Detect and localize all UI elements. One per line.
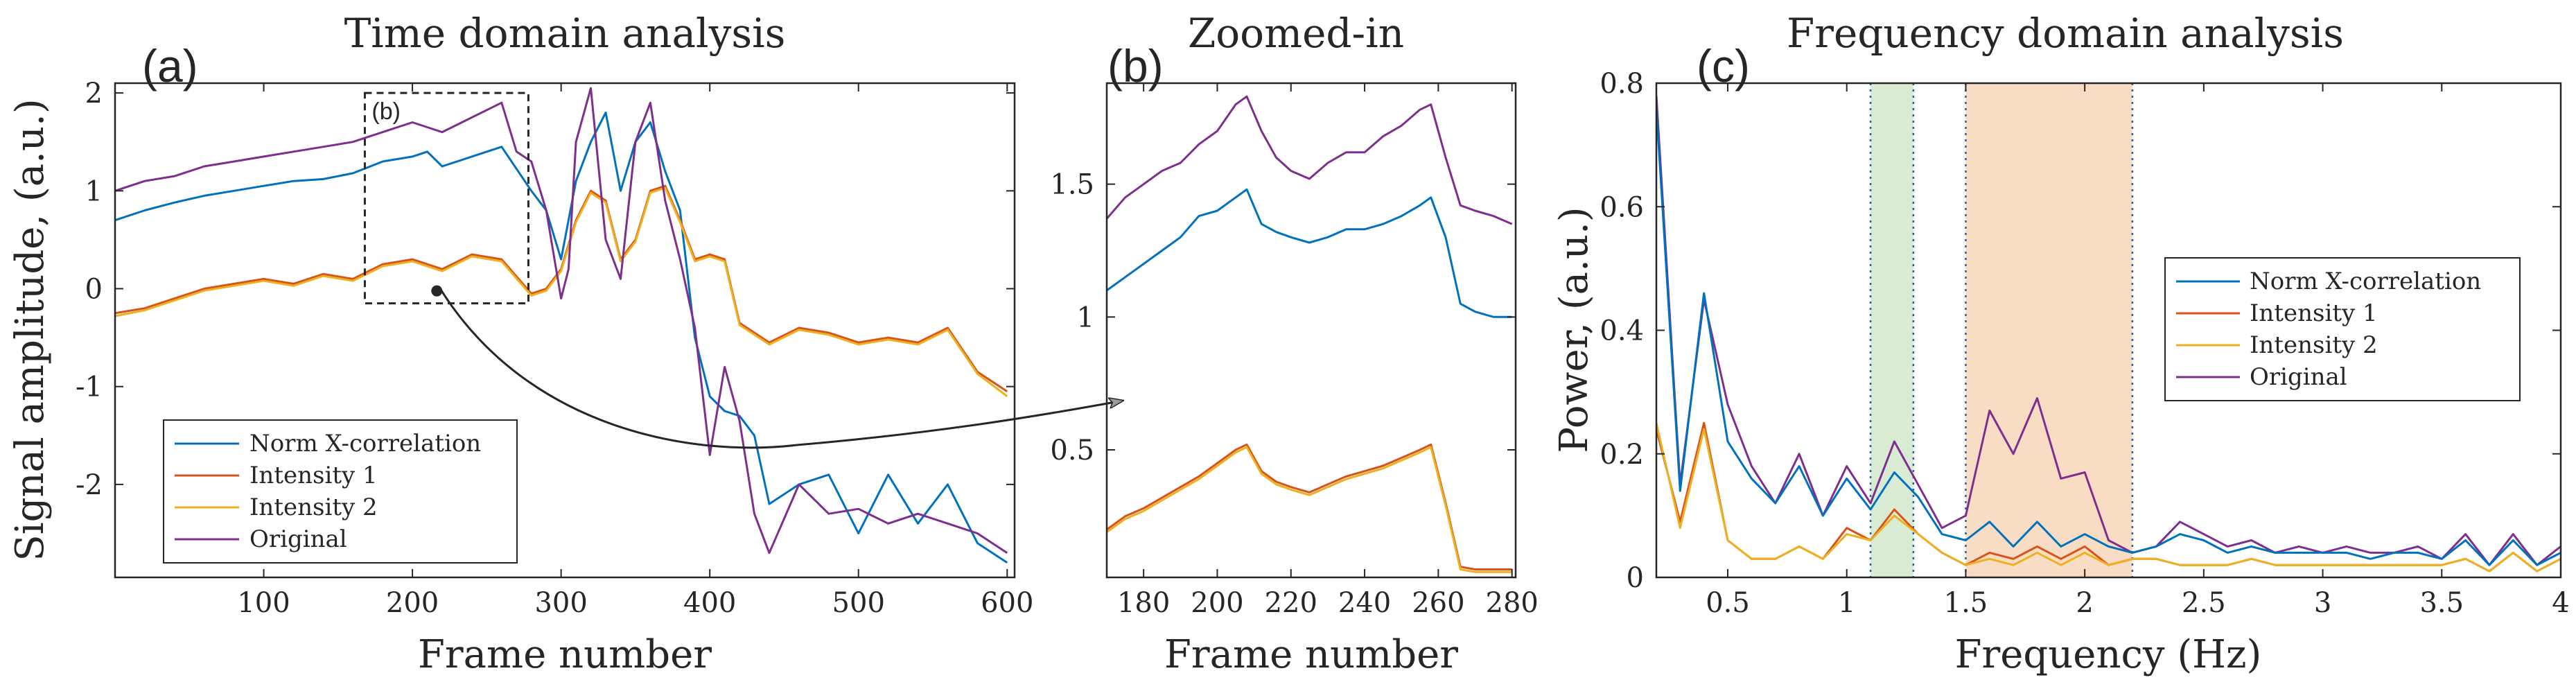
panel-c: (c) Frequency domain analysis 0.5 1 1.5 2 2.… xyxy=(1552,10,2570,677)
panel-b: (b) Zoomed-in 180 200 220 240 260 280 0.511.5… xyxy=(1050,10,1538,677)
xtick-label-a-5: 600 xyxy=(981,587,1033,619)
legend-a-label-2: Intensity 2 xyxy=(249,494,378,521)
panel-a-title: Time domain analysis xyxy=(344,10,786,57)
xtick-label-b-4: 260 xyxy=(1412,587,1464,619)
panel-a-ylabel: Signal amplitude, (a.u.) xyxy=(8,98,53,561)
xtick-label-b-2: 220 xyxy=(1265,587,1317,619)
ytick-label-c-4: 0.8 xyxy=(1600,68,1644,100)
xtick-label-a-4: 500 xyxy=(832,587,885,619)
ytick-label-a-2: 0 xyxy=(85,273,103,305)
series-c-norm-x-correlation xyxy=(1656,107,2561,566)
ytick-label-a-3: 1 xyxy=(85,175,103,207)
panel-c-xlabel: Frequency (Hz) xyxy=(1955,632,2262,677)
xtick-label-c-3: 2 xyxy=(2076,587,2093,619)
zoom-box-label: (b) xyxy=(371,98,401,125)
xtick-label-b-5: 280 xyxy=(1486,587,1539,619)
xtick-label-c-4: 2.5 xyxy=(2182,587,2226,619)
panel-b-axes xyxy=(1105,82,1517,579)
series-b-original xyxy=(1107,95,1513,225)
xtick-label-c-1: 1 xyxy=(1838,587,1855,619)
series-b-intensity-1 xyxy=(1107,443,1512,570)
xtick-label-b-3: 240 xyxy=(1338,587,1391,619)
series-c-original xyxy=(1656,95,2561,566)
xtick-label-c-0: 0.5 xyxy=(1706,587,1750,619)
panel-b-xlabel: Frame number xyxy=(1164,632,1458,677)
ytick-label-b-0: 0.5 xyxy=(1050,435,1094,466)
zoom-box: (b) xyxy=(363,91,529,305)
ytick-label-b-1: 1 xyxy=(1077,302,1094,333)
series-a-intensity-1 xyxy=(115,184,1008,392)
xtick-label-a-0: 100 xyxy=(237,587,290,619)
series-c-intensity-2 xyxy=(1656,422,2561,573)
xtick-label-b-1: 200 xyxy=(1191,587,1243,619)
xtick-label-c-2: 1.5 xyxy=(1944,587,1988,619)
panel-c-legend: Norm X-correlation Intensity 1 Intensity… xyxy=(2164,257,2521,401)
ytick-label-c-1: 0.2 xyxy=(1600,439,1644,471)
panel-c-title: Frequency domain analysis xyxy=(1787,10,2344,57)
legend-a-label-1: Intensity 1 xyxy=(249,462,378,489)
legend-c-label-2: Intensity 2 xyxy=(2250,331,2378,359)
ytick-label-a-1: -1 xyxy=(76,372,103,403)
panel-a-axes xyxy=(114,82,1016,579)
legend-c-label-1: Intensity 1 xyxy=(2250,299,2378,327)
ytick-label-c-2: 0.4 xyxy=(1600,315,1644,347)
series-b-norm-x-correlation xyxy=(1107,188,1512,318)
panel-a: (a) Time domain analysis 100 200 300 400 500… xyxy=(8,10,1033,677)
series-b-intensity-2 xyxy=(1107,446,1512,573)
legend-a-label-0: Norm X-correlation xyxy=(249,430,481,457)
xtick-label-a-2: 300 xyxy=(534,587,587,619)
legend-c-label-0: Norm X-correlation xyxy=(2250,268,2481,295)
ytick-label-a-4: 2 xyxy=(85,78,103,110)
panel-c-ylabel: Power, (a.u.) xyxy=(1552,207,1597,453)
band-0 xyxy=(1870,83,1913,577)
xtick-label-c-7: 4 xyxy=(2552,587,2569,619)
series-a-norm-x-correlation xyxy=(115,111,1008,564)
band-1 xyxy=(1965,83,2132,577)
legend-c-label-3: Original xyxy=(2250,363,2347,391)
xtick-label-b-0: 180 xyxy=(1117,587,1170,619)
xtick-label-c-5: 3 xyxy=(2314,587,2331,619)
zoom-arrow xyxy=(437,286,1123,449)
xtick-label-c-6: 3.5 xyxy=(2419,587,2464,619)
xtick-label-a-1: 200 xyxy=(386,587,439,619)
panel-a-xlabel: Frame number xyxy=(418,632,712,677)
legend-a-label-3: Original xyxy=(249,525,347,553)
ytick-label-a-0: -2 xyxy=(76,469,103,501)
panel-b-title: Zoomed-in xyxy=(1188,10,1404,57)
panel-a-legend: Norm X-correlation Intensity 1 Intensity… xyxy=(163,419,518,564)
ytick-label-c-0: 0 xyxy=(1627,562,1644,594)
series-a-original xyxy=(115,87,1008,555)
ytick-label-b-2: 1.5 xyxy=(1050,169,1094,201)
xtick-label-a-3: 400 xyxy=(683,587,736,619)
series-a-intensity-2 xyxy=(115,186,1008,397)
ytick-label-c-3: 0.6 xyxy=(1600,191,1644,223)
